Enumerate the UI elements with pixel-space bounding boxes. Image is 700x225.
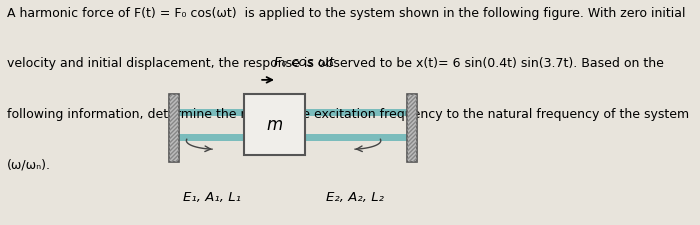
Bar [169, 94, 179, 162]
Bar [304, 109, 407, 116]
Text: (ω/ωₙ).: (ω/ωₙ). [6, 159, 50, 172]
Text: E₂, A₂, L₂: E₂, A₂, L₂ [326, 191, 384, 205]
Bar [179, 134, 244, 141]
Text: A harmonic force of F(t) = F₀ cos(ωt)  is applied to the system shown in the fol: A harmonic force of F(t) = F₀ cos(ωt) is… [6, 7, 685, 20]
Bar [179, 109, 244, 116]
Bar [407, 94, 417, 162]
Text: m: m [266, 116, 282, 134]
Text: F₀ cos ωt: F₀ cos ωt [274, 56, 334, 69]
Bar [304, 134, 407, 141]
Bar [169, 94, 179, 162]
Bar [407, 94, 417, 162]
Text: velocity and initial displacement, the response is observed to be x(t)= 6 sin(0.: velocity and initial displacement, the r… [6, 57, 664, 70]
Text: E₁, A₁, L₁: E₁, A₁, L₁ [183, 191, 241, 205]
Text: following information, determine the ratio of the excitation frequency to the na: following information, determine the rat… [6, 108, 689, 121]
Bar [244, 94, 304, 155]
